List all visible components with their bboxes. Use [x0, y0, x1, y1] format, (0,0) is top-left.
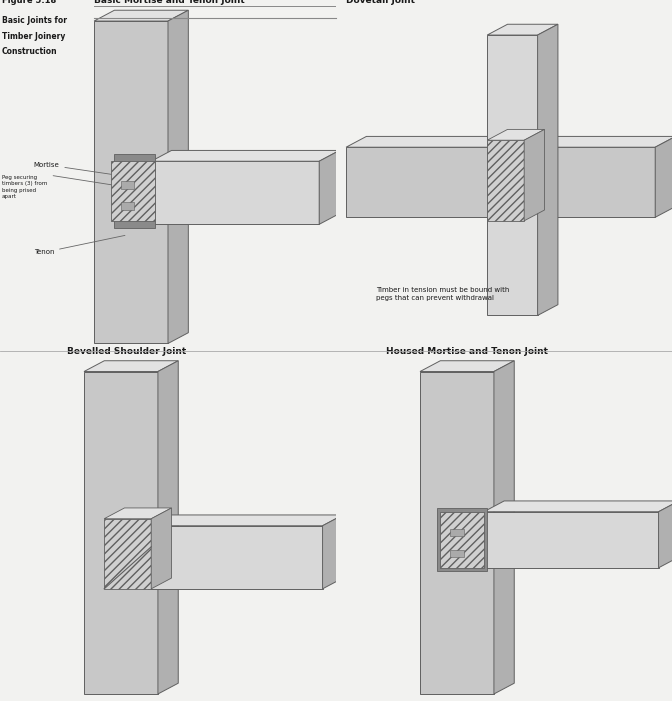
Polygon shape [323, 515, 343, 589]
Polygon shape [319, 151, 339, 224]
Polygon shape [655, 137, 672, 217]
Polygon shape [487, 130, 544, 140]
Text: Timber Joinery: Timber Joinery [1, 32, 65, 41]
Polygon shape [484, 512, 659, 568]
Polygon shape [104, 519, 151, 589]
Polygon shape [538, 25, 558, 315]
Polygon shape [494, 361, 514, 694]
Text: Mortise: Mortise [34, 162, 115, 175]
Polygon shape [114, 154, 155, 228]
Polygon shape [121, 202, 134, 210]
Text: Dovetail Joint: Dovetail Joint [346, 0, 415, 5]
Text: Basic Joints for: Basic Joints for [1, 15, 67, 25]
Polygon shape [104, 508, 171, 519]
Polygon shape [151, 161, 319, 224]
Polygon shape [420, 372, 494, 694]
Polygon shape [450, 529, 464, 536]
Polygon shape [94, 11, 188, 21]
Polygon shape [487, 25, 558, 35]
Polygon shape [487, 140, 524, 221]
Polygon shape [484, 501, 672, 512]
Text: Bevelled Shoulder Joint: Bevelled Shoulder Joint [67, 347, 186, 355]
Text: Figure 5.18: Figure 5.18 [1, 0, 56, 5]
Polygon shape [168, 11, 188, 343]
Polygon shape [84, 361, 178, 372]
Polygon shape [94, 21, 168, 343]
Text: Timber in tension must be bound with
pegs that can prevent withdrawal: Timber in tension must be bound with peg… [376, 287, 509, 301]
Polygon shape [437, 508, 487, 571]
Polygon shape [148, 515, 343, 526]
Polygon shape [151, 508, 171, 589]
Text: Peg securing
timbers (3) from
being prised
apart: Peg securing timbers (3) from being pris… [1, 175, 47, 199]
Polygon shape [450, 550, 464, 557]
Polygon shape [440, 512, 484, 568]
Polygon shape [121, 180, 134, 189]
Text: Construction: Construction [1, 47, 57, 56]
Text: Basic Mortise and Tenon Joint: Basic Mortise and Tenon Joint [94, 0, 245, 5]
Polygon shape [346, 147, 497, 217]
Polygon shape [521, 137, 672, 147]
Polygon shape [524, 130, 544, 221]
Text: Tenon: Tenon [34, 236, 125, 255]
Polygon shape [521, 147, 655, 217]
Polygon shape [487, 35, 538, 315]
Polygon shape [420, 361, 514, 372]
Polygon shape [659, 501, 672, 568]
Polygon shape [84, 372, 158, 694]
Polygon shape [158, 361, 178, 694]
Text: Housed Mortise and Tenon Joint: Housed Mortise and Tenon Joint [386, 347, 548, 355]
Polygon shape [346, 137, 517, 147]
Polygon shape [111, 161, 155, 221]
Polygon shape [151, 151, 339, 161]
Polygon shape [148, 526, 323, 589]
Polygon shape [497, 137, 517, 217]
